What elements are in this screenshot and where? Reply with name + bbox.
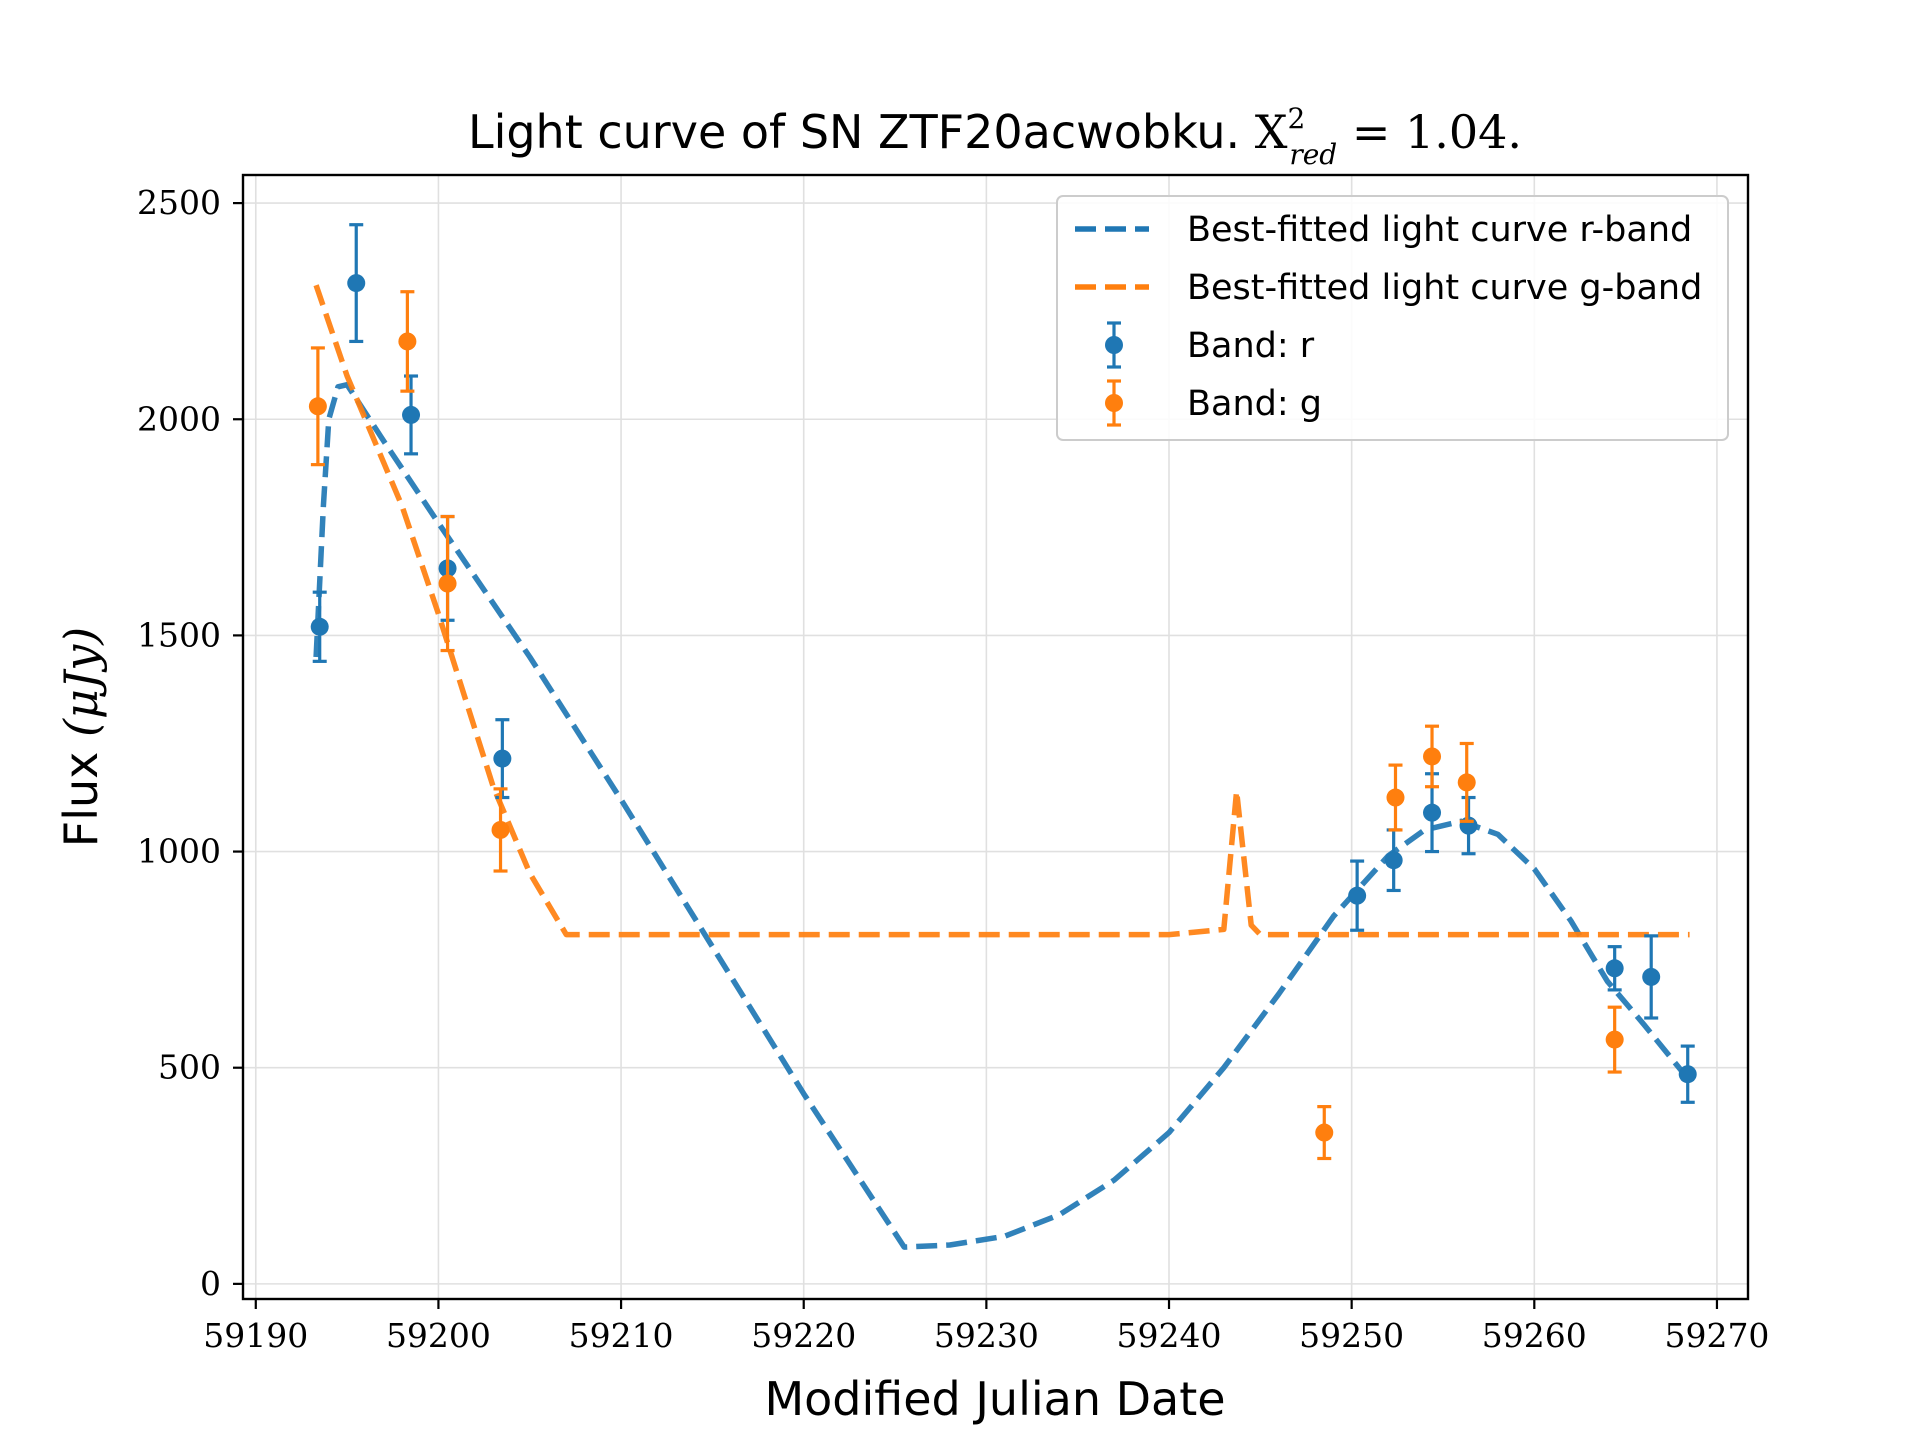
y-tick-label-5: 2500 <box>137 183 221 222</box>
legend-label-2: Band: r <box>1187 326 1315 366</box>
y-tick-label-3: 1500 <box>137 615 221 654</box>
marker-r-8 <box>1459 816 1478 835</box>
chart-title-prefix: Light curve of SN ZTF20acwobku. <box>468 105 1255 159</box>
data-point-r-9 <box>1605 945 1624 992</box>
marker-g-3 <box>491 820 510 839</box>
data-point-r-1 <box>347 223 366 344</box>
marker-g-1 <box>398 332 417 351</box>
data-point-r-4 <box>493 718 512 800</box>
chart-title-sub: red <box>1289 138 1337 171</box>
marker-r-10 <box>1642 967 1661 986</box>
legend-entry-3: Band: g <box>1105 379 1322 427</box>
legend-entry-1: Best-fitted light curve g-band <box>1075 268 1702 308</box>
marker-r-9 <box>1605 959 1624 978</box>
data-point-g-8 <box>1605 1005 1624 1074</box>
legend-label-0: Best-fitted light curve r-band <box>1187 210 1692 250</box>
x-tick-label-0: 59190 <box>203 1316 308 1355</box>
fit-line-g-band <box>313 284 1690 938</box>
chart-title-suffix: = 1.04. <box>1337 105 1522 159</box>
x-tick-label-6: 59250 <box>1299 1316 1404 1355</box>
marker-r-6 <box>1384 851 1403 870</box>
data-point-r-5 <box>1348 859 1367 932</box>
x-tick-label-1: 59200 <box>386 1316 491 1355</box>
y-axis-label-text: Flux <box>54 737 108 847</box>
x-tick-label-7: 59260 <box>1482 1316 1587 1355</box>
data-point-g-7 <box>1457 741 1476 823</box>
y-axis-label-unit: (μJy) <box>54 627 108 737</box>
x-axis-label: Modified Julian Date <box>764 1372 1225 1426</box>
marker-r-1 <box>347 274 366 293</box>
y-axis-label: Flux (μJy) <box>54 627 108 847</box>
marker-r-7 <box>1423 803 1442 822</box>
data-point-g-3 <box>491 787 510 873</box>
marker-g-2 <box>438 574 457 593</box>
axes-frame <box>241 173 1750 1301</box>
x-tick-label-8: 59270 <box>1664 1316 1769 1355</box>
data-point-r-10 <box>1642 934 1661 1020</box>
data-point-g-2 <box>438 514 457 653</box>
legend-marker-3 <box>1105 394 1123 412</box>
y-tick-label-0: 0 <box>200 1264 221 1303</box>
x-tick-label-5: 59240 <box>1117 1316 1222 1355</box>
y-tick-label-2: 1000 <box>137 832 221 871</box>
marker-g-8 <box>1605 1030 1624 1049</box>
chart-title-sup: 2 <box>1287 102 1305 135</box>
marker-g-5 <box>1386 788 1405 807</box>
marker-g-4 <box>1315 1123 1334 1142</box>
chart-title: Light curve of SN ZTF20acwobku. X2 red = … <box>468 102 1522 171</box>
marker-r-5 <box>1348 886 1367 905</box>
x-tick-label-4: 59230 <box>934 1316 1039 1355</box>
legend-entry-0: Best-fitted light curve r-band <box>1075 210 1692 250</box>
data-point-r-11 <box>1678 1044 1697 1104</box>
legend-box <box>1056 195 1729 441</box>
marker-r-0 <box>310 617 329 636</box>
data-point-r-0 <box>310 590 329 663</box>
axis-ticks: 59190 59200 59210 59220 59230 59240 59250 59260… <box>137 183 1769 1355</box>
chart-title-chi: X <box>1255 105 1288 159</box>
data-point-g-6 <box>1423 724 1442 789</box>
x-tick-label-2: 59210 <box>569 1316 674 1355</box>
marker-r-11 <box>1678 1065 1697 1084</box>
data-point-g-4 <box>1315 1105 1334 1161</box>
legend-label-1: Best-fitted light curve g-band <box>1187 268 1702 308</box>
data-point-g-1 <box>398 290 417 393</box>
marker-g-6 <box>1423 747 1442 766</box>
legend-entry-2: Band: r <box>1105 321 1315 369</box>
x-tick-label-3: 59220 <box>751 1316 856 1355</box>
marker-r-4 <box>493 749 512 768</box>
plot-area <box>308 223 1697 1250</box>
marker-g-0 <box>308 397 327 416</box>
legend-label-3: Band: g <box>1187 384 1322 424</box>
marker-r-2 <box>402 405 421 424</box>
marker-g-7 <box>1457 773 1476 792</box>
data-point-g-5 <box>1386 763 1405 832</box>
data-point-g-0 <box>308 346 327 467</box>
y-tick-label-4: 2000 <box>137 399 221 438</box>
legend: Best-fitted light curve r-band Best-fitte… <box>1056 195 1729 441</box>
y-tick-label-1: 500 <box>158 1048 221 1087</box>
legend-marker-2 <box>1105 336 1123 354</box>
